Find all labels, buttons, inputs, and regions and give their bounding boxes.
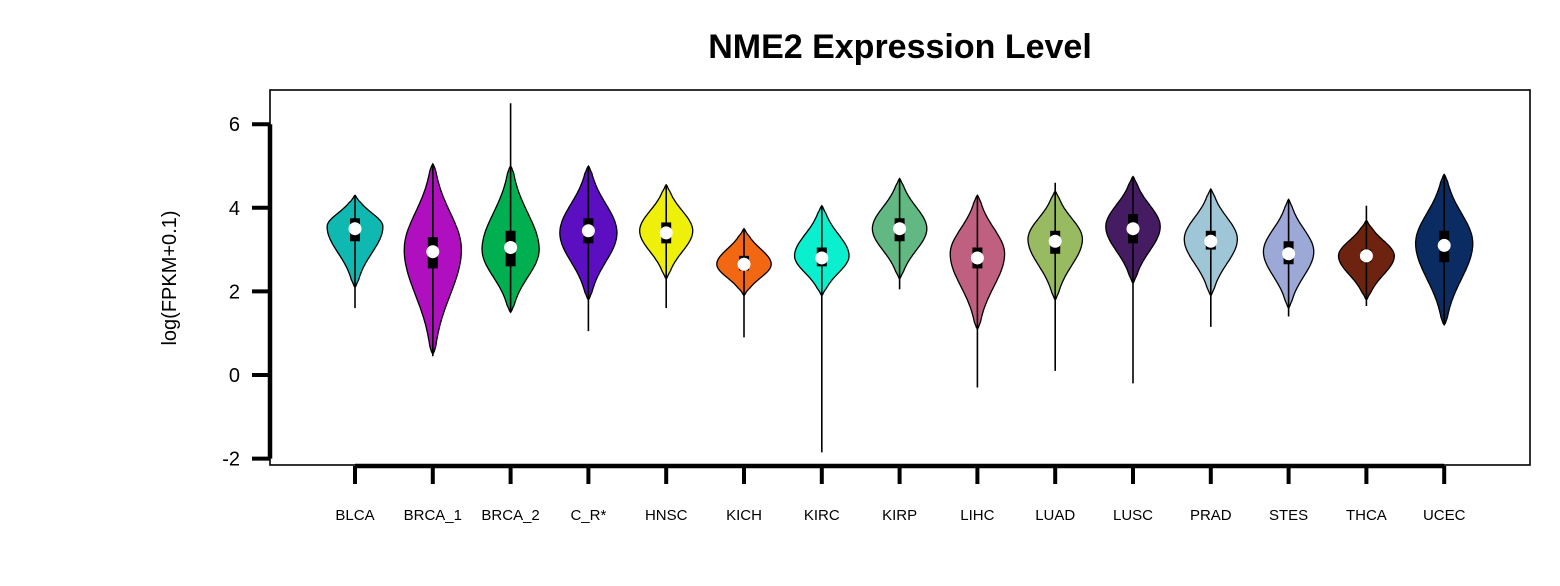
violins <box>326 103 1474 453</box>
violin-blca <box>326 194 384 309</box>
x-tick-label: C_R* <box>570 507 606 524</box>
violin-prad <box>1183 187 1238 327</box>
median-point <box>893 222 907 236</box>
x-tick-label: KIRC <box>804 507 840 524</box>
violin-kirc <box>793 204 850 453</box>
violin-hnsc <box>639 183 694 309</box>
median-point <box>581 224 595 238</box>
x-tick-label: STES <box>1269 507 1308 524</box>
violin-ucec <box>1414 173 1474 326</box>
violin-brca-1 <box>403 162 463 357</box>
y-axis: -2 0 2 4 6 <box>222 114 273 471</box>
x-tick-label: KICH <box>726 507 762 524</box>
median-point <box>1359 249 1373 263</box>
violin-brca-2 <box>481 103 540 314</box>
violin-kirp <box>871 177 928 290</box>
median-point <box>426 245 440 259</box>
chart-title: NME2 Expression Level <box>708 28 1092 66</box>
violin-lihc <box>949 194 1006 388</box>
median-point <box>504 241 518 255</box>
x-tick-label: HNSC <box>645 507 688 524</box>
median-point <box>970 251 984 265</box>
violin-thca <box>1337 205 1395 307</box>
median-point <box>1204 234 1218 248</box>
violin-stes <box>1262 198 1315 317</box>
median-point <box>1282 247 1296 261</box>
x-tick-label: LUAD <box>1035 507 1075 524</box>
y-axis-label: log(FPKM+0.1) <box>159 210 181 345</box>
median-point <box>815 251 829 265</box>
y-tick-label: 2 <box>229 281 240 303</box>
x-tick-label: LIHC <box>960 507 994 524</box>
x-tick-label: KIRP <box>882 507 917 524</box>
violin-lusc <box>1105 175 1161 384</box>
x-tick-label: THCA <box>1346 507 1387 524</box>
median-point <box>1048 234 1062 248</box>
y-tick-label: -2 <box>222 449 240 471</box>
y-tick-label: 6 <box>229 114 240 136</box>
y-tick-label: 4 <box>229 198 240 220</box>
x-axis: BLCA BRCA_1 BRCA_2 C_R* HNSC KICH KIRC KIRP LIHC… <box>335 463 1466 524</box>
median-point <box>348 222 362 236</box>
y-tick-label: 0 <box>229 365 240 387</box>
x-tick-label: BRCA_1 <box>404 507 462 524</box>
x-tick-label: UCEC <box>1423 507 1466 524</box>
violin-c-r- <box>559 164 618 332</box>
median-point <box>1126 222 1140 236</box>
median-point <box>1437 238 1451 252</box>
violin-kich <box>716 227 772 338</box>
x-tick-label: BRCA_2 <box>481 507 539 524</box>
x-tick-label: LUSC <box>1113 507 1153 524</box>
median-point <box>659 226 673 240</box>
x-tick-label: PRAD <box>1190 507 1232 524</box>
violin-luad <box>1027 182 1084 371</box>
x-tick-label: BLCA <box>335 507 374 524</box>
median-point <box>737 257 751 271</box>
